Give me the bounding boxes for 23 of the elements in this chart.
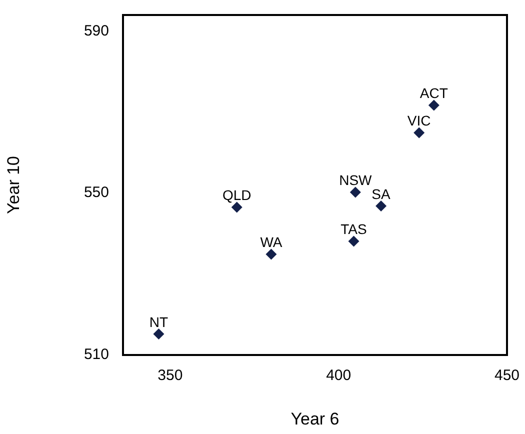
y-tick-label: 550 [84, 184, 109, 202]
y-tick-label: 590 [84, 22, 109, 40]
point [348, 236, 360, 247]
annotation: NT [149, 314, 168, 330]
annotation: ACT [420, 85, 448, 102]
x-tick-label: 400 [326, 367, 352, 384]
annotation: VIC [407, 112, 431, 129]
y-tick-label: 510 [84, 346, 109, 364]
x-axis-title: Year 6 [290, 409, 340, 428]
point [350, 186, 361, 198]
annotation: WA [260, 234, 283, 250]
y-axis-title: Year 10 [4, 156, 23, 214]
annotation: QLD [222, 187, 252, 204]
annotation: SA [372, 186, 392, 202]
x-tick-label: 350 [158, 367, 183, 384]
annotation: TAS [340, 221, 367, 238]
x-tick-label: 450 [494, 367, 520, 384]
point [428, 100, 440, 111]
annotation: NSW [339, 172, 373, 188]
point [153, 328, 164, 340]
point [414, 127, 425, 138]
point [266, 248, 277, 260]
point [376, 200, 387, 212]
